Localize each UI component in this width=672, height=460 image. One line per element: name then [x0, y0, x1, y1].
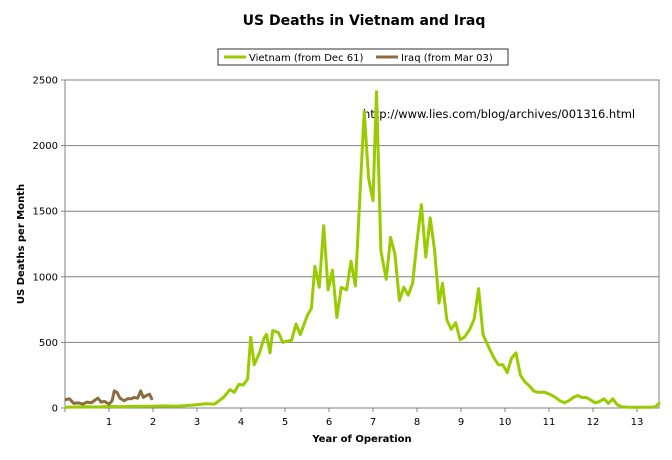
x-tick-label: 3: [194, 417, 200, 428]
x-axis-title: Year of Operation: [311, 434, 411, 445]
chart-title: US Deaths in Vietnam and Iraq: [243, 13, 486, 29]
legend-label-iraq: Iraq (from Mar 03): [401, 53, 493, 64]
series-line-iraq: [64, 389, 154, 406]
x-tick-label: 9: [458, 417, 464, 428]
y-axis-title: US Deaths per Month: [16, 184, 27, 304]
x-tick-label: 1: [106, 417, 112, 428]
plot-area: [64, 79, 660, 409]
x-axis-ticks: 1 2 3 4 5 6 7 8 9 10 11 12 13: [64, 408, 644, 428]
y-tick-label: 2500: [33, 76, 58, 87]
y-tick-label: 2000: [33, 141, 58, 152]
y-tick-label: 500: [39, 338, 58, 349]
x-tick-label: 11: [543, 417, 556, 428]
x-tick-label: 8: [414, 417, 420, 428]
legend-label-vietnam: Vietnam (from Dec 61): [249, 53, 363, 64]
x-tick-label: 12: [587, 417, 600, 428]
x-tick-label: 10: [499, 417, 512, 428]
y-tick-label: 0: [52, 404, 58, 415]
y-tick-label: 1000: [33, 272, 58, 283]
x-tick-label: 5: [282, 417, 288, 428]
y-tick-label: 1500: [33, 207, 58, 218]
x-tick-label: 7: [370, 417, 376, 428]
legend: Vietnam (from Dec 61) Iraq (from Mar 03): [217, 48, 509, 66]
legend-box: [217, 48, 509, 66]
series-lines: [64, 90, 661, 409]
x-tick-label: 2: [150, 417, 156, 428]
x-tick-label: 6: [326, 417, 332, 428]
x-tick-label: 4: [238, 417, 244, 428]
x-tick-label: 13: [631, 417, 644, 428]
source-annotation: http://www.lies.com/blog/archives/001316…: [363, 107, 635, 121]
series-line-vietnam: [64, 90, 661, 409]
y-axis-ticks: 0 500 1000 1500 2000 2500: [33, 76, 65, 415]
